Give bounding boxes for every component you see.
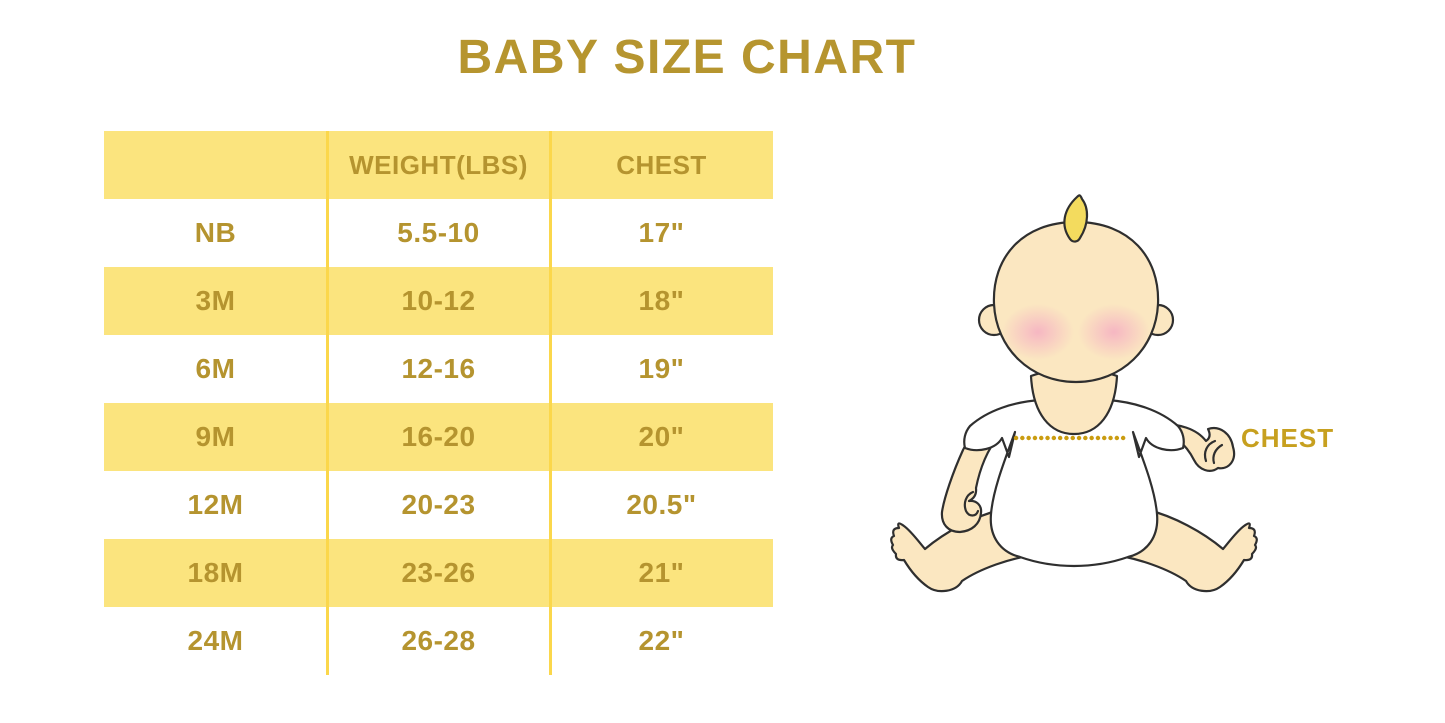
size-cell: 6M: [195, 353, 236, 384]
baby-hair-curl: [1063, 194, 1089, 243]
table-row-nb: NB 5.5-10 17": [104, 199, 773, 267]
table-row-18m: 18M 23-26 21": [104, 539, 773, 607]
chest-cell: 21": [638, 557, 685, 588]
chest-cell: 19": [638, 353, 685, 384]
size-cell: 3M: [195, 285, 236, 316]
baby-fist-curl: [1212, 443, 1224, 465]
baby-left-hand-curl: [963, 490, 980, 517]
table-header-row: WEIGHT(LBS) CHEST: [104, 131, 773, 199]
table-row-6m: 6M 12-16 19": [104, 335, 773, 403]
baby-left-arm: [940, 428, 1000, 534]
weight-cell: 20-23: [401, 489, 476, 520]
size-cell: 12M: [187, 489, 244, 520]
baby-onesie: [963, 398, 1185, 568]
weight-cell: 26-28: [401, 625, 476, 656]
table-row-24m: 24M 26-28 22": [104, 607, 773, 675]
chest-annotation-label: CHEST: [1241, 423, 1335, 453]
baby-head: [992, 220, 1160, 384]
header-cell-chest: CHEST: [616, 150, 707, 180]
weight-cell: 16-20: [401, 421, 476, 452]
weight-cell: 12-16: [401, 353, 476, 384]
weight-cell: 10-12: [401, 285, 476, 316]
baby-left-cheek: [1002, 304, 1074, 360]
weight-cell: 23-26: [401, 557, 476, 588]
header-cell-weight: WEIGHT(LBS): [349, 150, 528, 180]
column-separator-line: [548, 131, 552, 675]
table-row-9m: 9M 16-20 20": [104, 403, 773, 471]
chest-cell: 20.5": [626, 489, 697, 520]
chest-cell: 20": [638, 421, 685, 452]
chest-cell: 22": [638, 625, 685, 656]
size-cell: 9M: [195, 421, 236, 452]
size-table: WEIGHT(LBS) CHEST NB 5.5-10 17" 3M 10-12…: [104, 131, 773, 675]
header-cell-size: [104, 131, 327, 199]
baby-fist-curl: [1203, 439, 1217, 463]
table-row-3m: 3M 10-12 18": [104, 267, 773, 335]
column-separator-line: [325, 131, 329, 675]
size-cell: 18M: [187, 557, 244, 588]
size-cell: NB: [194, 217, 237, 248]
chest-cell: 18": [638, 285, 685, 316]
size-cell: 24M: [187, 625, 244, 656]
baby-illustration: [890, 194, 1258, 593]
weight-cell: 5.5-10: [397, 217, 480, 248]
chest-cell: 17": [638, 217, 685, 248]
table-row-12m: 12M 20-23 20.5": [104, 471, 773, 539]
baby-right-cheek: [1078, 304, 1150, 360]
page-title: BABY SIZE CHART: [457, 31, 917, 84]
